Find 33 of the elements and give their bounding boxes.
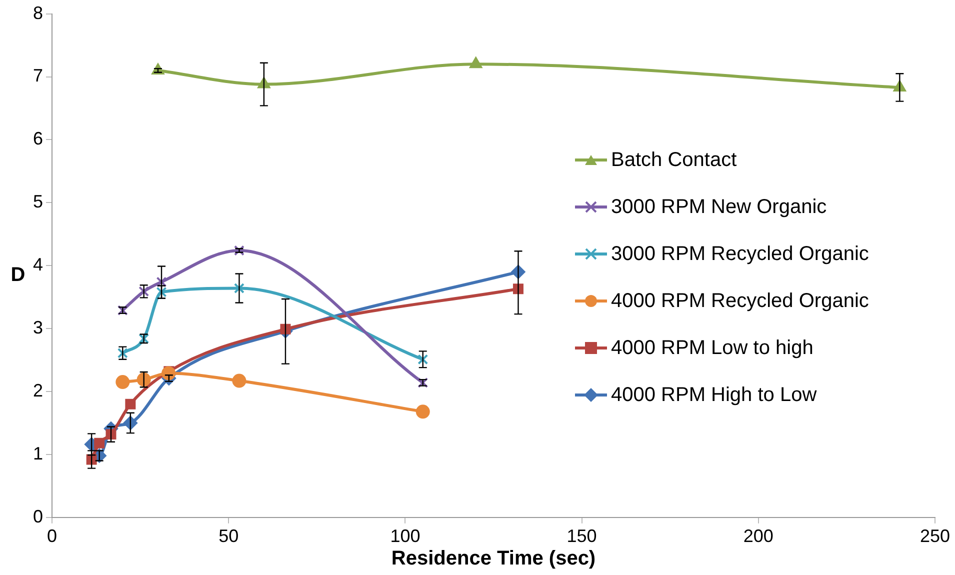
x-tick-label: 0 <box>47 526 58 546</box>
legend-label: 4000 RPM Recycled Organic <box>611 290 869 313</box>
point <box>116 375 130 390</box>
y-tick-label: 6 <box>32 128 44 149</box>
point <box>416 404 430 419</box>
point <box>470 57 482 68</box>
x-tick-label: 250 <box>920 526 950 546</box>
x-axis-title: Residence Time (sec) <box>391 548 596 570</box>
y-tick-label: 4 <box>32 254 44 275</box>
y-tick-label: 3 <box>32 318 44 338</box>
y-tick-label: 7 <box>32 66 44 86</box>
point <box>125 398 136 410</box>
legend-label: 3000 RPM Recycled Organic <box>611 242 869 266</box>
x-tick-label: 100 <box>390 526 420 546</box>
y-tick-label: 2 <box>32 380 44 400</box>
y-tick-label: 5 <box>32 192 44 212</box>
point <box>418 354 428 365</box>
x-tick-label: 50 <box>218 526 239 546</box>
x-tick-label: 200 <box>743 526 774 546</box>
legend-label: 4000 RPM Low to high <box>611 336 814 360</box>
point <box>156 276 167 288</box>
x-tick-label: 150 <box>566 526 597 546</box>
point <box>234 283 244 294</box>
legend-label: 4000 RPM High to Low <box>611 384 817 407</box>
point <box>232 374 246 388</box>
point <box>234 245 244 256</box>
legend-label: Batch Contact <box>611 148 737 172</box>
legend-label: 3000 RPM New Organic <box>611 196 827 219</box>
point <box>94 438 105 448</box>
y-tick-label: 8 <box>32 2 44 23</box>
y-tick-label: 1 <box>32 443 44 464</box>
y-tick-label: 0 <box>32 506 44 526</box>
y-axis-title: D <box>10 264 26 286</box>
